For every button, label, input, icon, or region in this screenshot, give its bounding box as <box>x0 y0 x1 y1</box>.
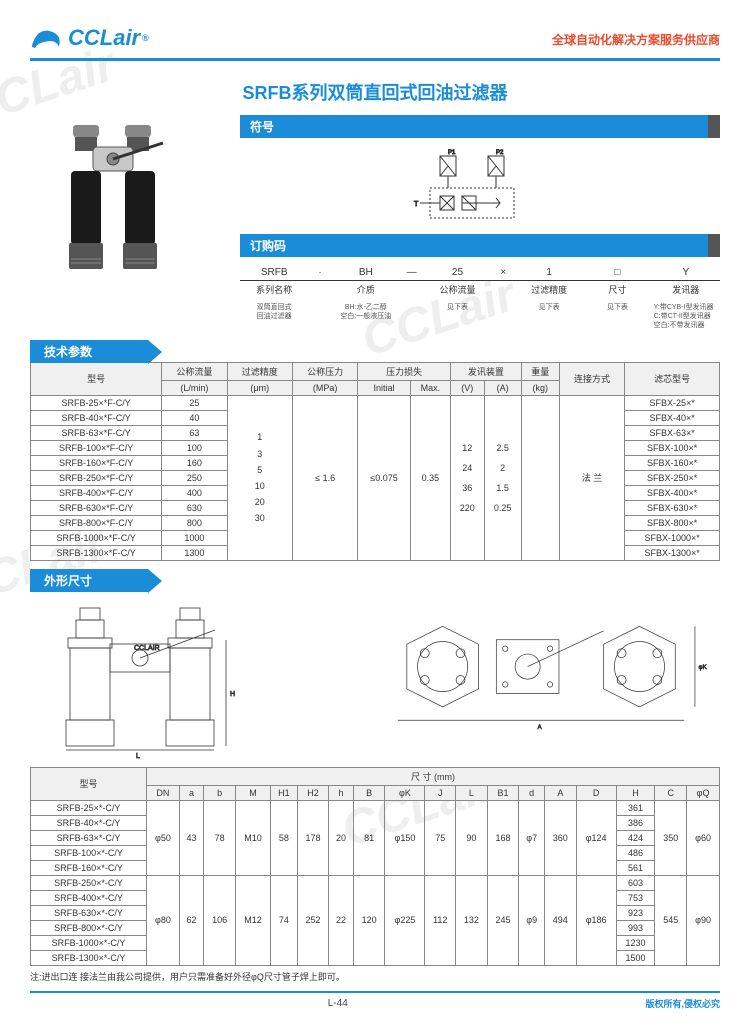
tech-bar: 技术参数 <box>30 340 148 363</box>
top-row: 符号 P1 P2 <box>30 115 720 332</box>
copyright: 版权所有,侵权必究 <box>645 997 720 1010</box>
svg-text:A: A <box>537 724 542 731</box>
svg-text:T: T <box>414 201 419 208</box>
symbol-diagram: P1 P2 T <box>240 138 720 234</box>
dim-note: 注:进出口连 接法兰由我公司提供，用户只需准备好外径φQ尺寸管子焊上即可。 <box>30 970 720 983</box>
dim-bar: 外形尺寸 <box>30 569 148 592</box>
code-6: 1 <box>515 263 583 281</box>
svg-text:H: H <box>230 691 235 698</box>
slogan: 全球自动化解决方案服务供应商 <box>552 31 720 52</box>
code-0: SRFB <box>240 263 308 281</box>
product-photo <box>30 115 220 285</box>
page-header: CCLair ® 全球自动化解决方案服务供应商 <box>30 24 720 61</box>
code-5: × <box>492 263 515 281</box>
order-desc-row: 双筒直回式 回油过滤器 BH:水-乙二醇 空白:一般液压油 见下表 见下表 见下… <box>240 301 720 332</box>
code-7: □ <box>583 263 651 281</box>
brand-name: CCLair <box>68 25 140 51</box>
code-8: Y <box>652 263 720 281</box>
code-2: BH <box>332 263 400 281</box>
svg-text:φK: φK <box>699 664 708 671</box>
page-title: SRFB系列双筒直回式回油过滤器 <box>30 79 720 105</box>
brand-logo: CCLair ® <box>30 24 149 52</box>
front-drawing: CCLAIR L H <box>30 600 370 760</box>
order-name-row: 系列名称 介质 公称流量 过滤精度 尺寸 发讯器 <box>240 281 720 301</box>
drawings: CCLAIR L H <box>30 600 720 760</box>
page-footer: L-44 版权所有,侵权必究 <box>30 991 720 1010</box>
registered-mark: ® <box>142 33 149 43</box>
code-1: · <box>308 263 331 281</box>
svg-text:P2: P2 <box>496 150 504 156</box>
logo-swirl-icon <box>30 24 64 52</box>
page-number: L-44 <box>328 998 348 1009</box>
order-bar: 订购码 <box>240 234 720 257</box>
svg-text:L: L <box>136 753 140 760</box>
code-4: 25 <box>423 263 491 281</box>
svg-text:CCLAIR: CCLAIR <box>134 645 160 652</box>
order-code-row: SRFB · BH — 25 × 1 □ Y <box>240 263 720 281</box>
top-drawing: A φK <box>380 600 720 760</box>
code-3: — <box>400 263 423 281</box>
svg-text:P1: P1 <box>448 150 456 156</box>
tech-table: 型号 公称流量 过滤精度 公称压力 压力损失 发讯装置 重量 连接方式 滤芯型号… <box>30 362 720 561</box>
symbol-bar: 符号 <box>240 115 720 138</box>
dim-table: 型号 尺 寸 (mm) DNabMH1H2hBφKJLB1dADHCφQ SRF… <box>30 767 720 966</box>
